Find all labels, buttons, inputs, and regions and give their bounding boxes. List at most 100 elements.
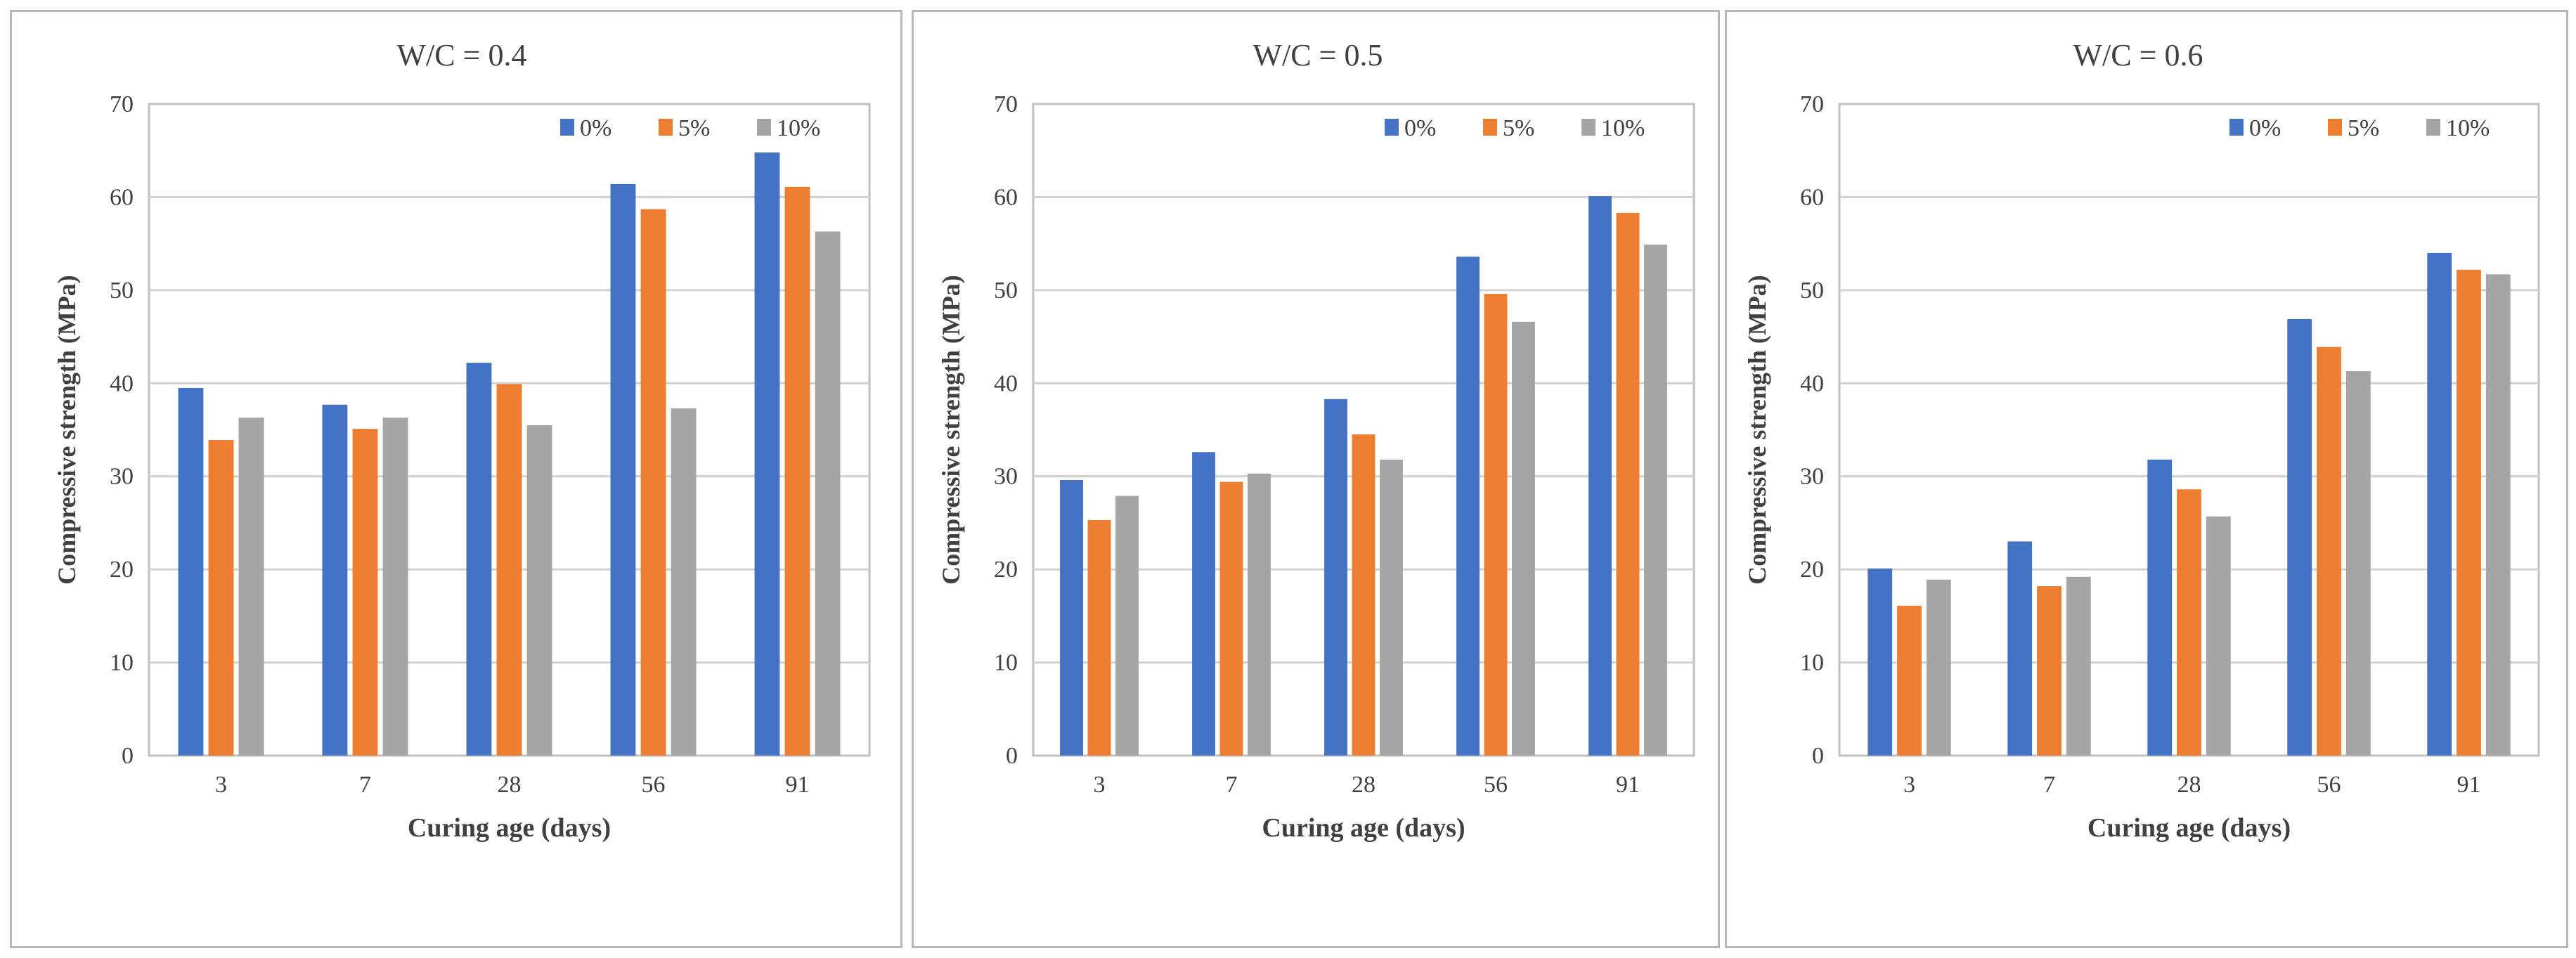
legend-swatch-5pct [1483, 119, 1497, 136]
bar-0pct-28 [466, 363, 492, 756]
legend-swatch-10pct [2426, 119, 2440, 136]
y-tick-label: 50 [994, 278, 1018, 304]
legend-swatch-10pct [1581, 119, 1596, 136]
y-tick-label: 70 [110, 91, 134, 117]
chart-panel-1: 0 10 20 30 40 50 60 70 3 7 28 56 91 W/C = 0.4 Curing a… [10, 10, 902, 948]
chart-title: W/C = 0.4 [397, 38, 527, 72]
y-tick-label: 50 [110, 278, 134, 304]
x-axis-label: Curing age (days) [2088, 813, 2291, 843]
y-axis-label: Compressive strength (MPa) [53, 275, 81, 585]
y-axis-label: Compressive strength (MPa) [1743, 275, 1771, 585]
x-tick-label: 56 [1484, 772, 1508, 798]
y-tick-label: 40 [1800, 370, 1824, 396]
chart-svg-3: 0 10 20 30 40 50 60 70 3 7 28 56 91 W/C = 0.6 Curing a… [1743, 38, 2540, 843]
bar-10pct-56 [2345, 371, 2371, 756]
bar-10pct-3 [238, 417, 264, 756]
bar-5pct-91 [784, 186, 810, 756]
chart-panel-2: 0 10 20 30 40 50 60 70 3 7 28 56 91 W/C = 0.5 Curing a… [912, 10, 1720, 948]
bar-0pct-56 [610, 183, 636, 756]
y-tick-label: 50 [1800, 278, 1824, 304]
bar-5pct-56 [640, 209, 666, 756]
bar-0pct-7 [2007, 541, 2033, 756]
y-tick-label: 0 [1006, 743, 1018, 769]
legend-label: 10% [777, 115, 820, 141]
legend-label: 0% [2249, 115, 2281, 141]
bar-10pct-56 [671, 408, 697, 756]
legend-label: 10% [1601, 115, 1645, 141]
bar-0pct-56 [1456, 257, 1480, 756]
x-tick-label: 28 [2177, 772, 2201, 798]
y-tick-label: 70 [1800, 91, 1824, 117]
x-tick-label: 91 [2457, 772, 2481, 798]
bar-10pct-7 [382, 417, 408, 756]
chart-svg-1: 0 10 20 30 40 50 60 70 3 7 28 56 91 W/C = 0.4 Curing a… [53, 38, 871, 843]
chart-title: W/C = 0.6 [2073, 38, 2203, 72]
legend-swatch-0pct [2229, 119, 2244, 136]
x-axis-label: Curing age (days) [1262, 813, 1465, 843]
chart-panel-3: 0 10 20 30 40 50 60 70 3 7 28 56 91 W/C = 0.6 Curing a… [1725, 10, 2568, 948]
y-tick-label: 40 [994, 370, 1018, 396]
y-tick-label: 10 [1800, 650, 1824, 676]
x-tick-label: 7 [359, 772, 371, 798]
legend-swatch-5pct [2328, 119, 2342, 136]
y-tick-label: 0 [122, 743, 134, 769]
bar-5pct-3 [208, 440, 234, 756]
legend-label: 5% [2348, 115, 2379, 141]
bar-0pct-91 [1588, 196, 1612, 756]
y-tick-label: 20 [110, 557, 134, 583]
y-axis-label: Compressive strength (MPa) [937, 275, 965, 585]
bar-0pct-28 [1324, 399, 1347, 756]
bar-10pct-56 [1512, 321, 1535, 756]
y-tick-label: 60 [110, 184, 134, 210]
y-tick-label: 30 [110, 464, 134, 490]
y-tick-label: 70 [994, 91, 1018, 117]
bar-0pct-91 [2427, 252, 2452, 756]
x-tick-label: 91 [1616, 772, 1640, 798]
chart-svg-2: 0 10 20 30 40 50 60 70 3 7 28 56 91 W/C = 0.5 Curing a… [937, 38, 1695, 843]
y-tick-label: 20 [994, 557, 1018, 583]
y-tick-label: 60 [994, 184, 1018, 210]
x-tick-label: 7 [1226, 772, 1238, 798]
bar-10pct-28 [1380, 459, 1403, 756]
bar-10pct-28 [526, 425, 552, 756]
bar-10pct-7 [1248, 473, 1271, 756]
bar-5pct-28 [496, 384, 522, 756]
bar-5pct-91 [1616, 212, 1640, 756]
bar-0pct-28 [2147, 459, 2173, 756]
bar-0pct-56 [2287, 318, 2312, 756]
legend-swatch-5pct [659, 119, 673, 136]
x-tick-label: 28 [498, 772, 522, 798]
legend-label: 5% [678, 115, 710, 141]
bar-0pct-3 [178, 387, 204, 756]
y-tick-label: 30 [1800, 464, 1824, 490]
y-tick-label: 60 [1800, 184, 1824, 210]
bar-5pct-56 [1484, 294, 1508, 756]
legend-label: 0% [1404, 115, 1436, 141]
x-tick-label: 28 [1352, 772, 1376, 798]
bar-5pct-28 [2177, 489, 2201, 756]
bar-10pct-3 [1115, 496, 1139, 756]
bar-0pct-3 [1060, 480, 1083, 756]
legend-label: 0% [580, 115, 611, 141]
bar-5pct-7 [2037, 585, 2062, 756]
x-tick-label: 3 [1094, 772, 1106, 798]
x-tick-label: 3 [215, 772, 227, 798]
bar-0pct-7 [322, 404, 348, 756]
x-tick-label: 56 [2317, 772, 2341, 798]
bar-10pct-91 [815, 231, 841, 756]
y-tick-label: 40 [110, 370, 134, 396]
bar-10pct-91 [2485, 274, 2511, 756]
bar-5pct-3 [1897, 605, 1922, 756]
legend-swatch-0pct [1385, 119, 1399, 136]
bar-5pct-3 [1087, 519, 1111, 756]
bar-5pct-7 [1219, 481, 1243, 756]
y-tick-label: 20 [1800, 557, 1824, 583]
legend-swatch-10pct [757, 119, 771, 136]
bar-5pct-56 [2317, 347, 2341, 756]
bar-0pct-91 [754, 152, 780, 756]
x-axis-label: Curing age (days) [408, 813, 611, 843]
y-tick-label: 10 [994, 650, 1018, 676]
y-tick-label: 30 [994, 464, 1018, 490]
legend-label: 10% [2446, 115, 2490, 141]
chart-title: W/C = 0.5 [1253, 38, 1383, 72]
